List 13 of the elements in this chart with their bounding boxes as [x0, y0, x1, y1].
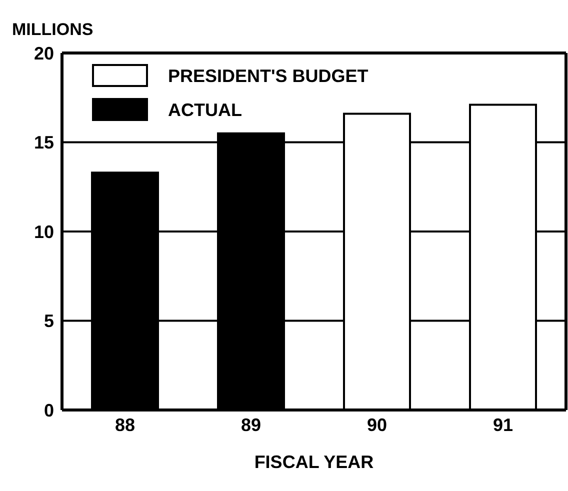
x-tick-label: 88 [114, 414, 136, 435]
y-tick-label: 5 [44, 311, 54, 332]
legend-label: ACTUAL [168, 100, 242, 120]
y-tick-label: 0 [44, 400, 54, 420]
y-tick-label: 20 [34, 43, 54, 64]
y-tick-label: 10 [34, 222, 54, 242]
x-tick-label: 91 [492, 414, 514, 435]
x-tick-label: 90 [366, 414, 388, 435]
x-axis-title: FISCAL YEAR [254, 452, 374, 472]
legend-label: PRESIDENT'S BUDGET [168, 66, 368, 86]
x-tick-label: 89 [240, 414, 262, 435]
y-axis-title: MILLIONS [12, 20, 94, 39]
y-tick-label: 15 [34, 132, 54, 153]
